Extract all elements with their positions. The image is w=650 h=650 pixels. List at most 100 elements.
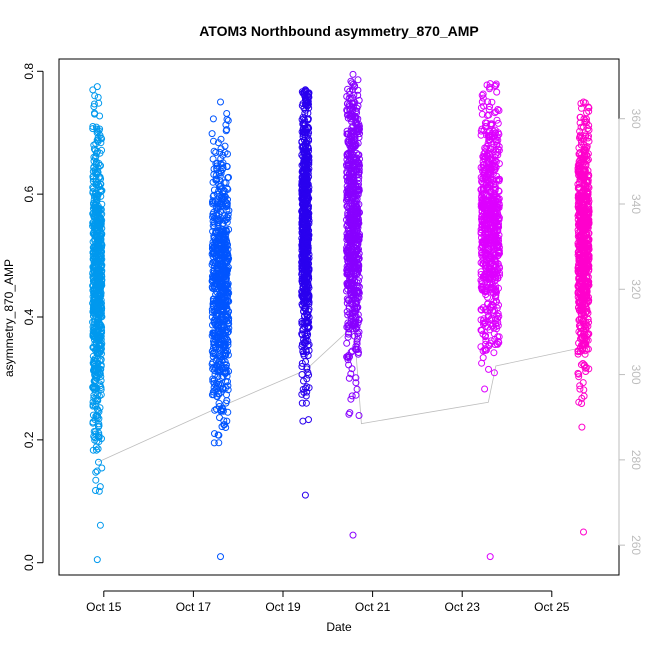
data-point (98, 306, 105, 314)
data-point (492, 276, 500, 284)
data-point (494, 310, 502, 318)
data-point (303, 256, 311, 264)
data-point (494, 119, 502, 127)
data-point (95, 271, 103, 279)
data-point (351, 120, 359, 128)
data-point (97, 248, 105, 256)
plot-frame (58, 58, 620, 576)
data-point (210, 191, 218, 199)
data-point (349, 212, 357, 220)
data-point (478, 359, 486, 367)
data-point (95, 487, 103, 495)
data-point (492, 298, 500, 306)
data-point (217, 380, 225, 388)
data-point (351, 143, 359, 150)
data-point (214, 298, 222, 306)
data-point (92, 468, 100, 476)
data-point (305, 291, 313, 299)
data-point (487, 267, 495, 275)
data-point (93, 308, 101, 316)
data-point (576, 385, 584, 393)
data-point (486, 80, 494, 88)
data-point (96, 521, 104, 529)
data-point (94, 134, 102, 142)
data-point (303, 150, 311, 157)
data-point (98, 200, 106, 208)
data-point (343, 203, 351, 211)
data-point (493, 116, 501, 124)
data-point (350, 204, 358, 212)
data-point (345, 374, 353, 382)
data-point (491, 235, 499, 243)
data-point (346, 353, 353, 361)
data-point (486, 85, 493, 93)
data-point (214, 264, 222, 271)
data-point (301, 209, 309, 217)
data-point (576, 297, 584, 305)
data-point (209, 359, 217, 366)
data-point (343, 162, 351, 170)
data-point (90, 199, 97, 207)
data-point (581, 350, 589, 358)
data-point (491, 109, 499, 117)
data-point (301, 330, 309, 337)
data-point (494, 209, 501, 217)
data-point (301, 278, 309, 286)
data-point (299, 237, 307, 245)
data-point (578, 189, 586, 197)
data-point (217, 169, 225, 177)
y-axis: 0.0 0.2 0.4 0.6 0.8 (22, 63, 44, 571)
data-point (576, 218, 584, 226)
data-point (97, 310, 105, 318)
data-point (355, 126, 363, 133)
data-point (298, 330, 306, 338)
data-point (210, 147, 218, 155)
x-tick-label: Oct 25 (534, 600, 570, 614)
data-point (348, 275, 356, 283)
data-point (223, 417, 231, 425)
data-point (487, 189, 494, 197)
y-tick-label: 0.6 (22, 185, 36, 202)
data-point (581, 174, 588, 182)
data-point (345, 324, 353, 332)
data-point (217, 553, 224, 561)
data-point (304, 337, 312, 345)
data-point (224, 351, 232, 359)
data-point (93, 269, 101, 277)
data-point (300, 179, 308, 187)
data-point (490, 191, 498, 199)
data-point (493, 311, 501, 319)
data-point (210, 439, 218, 447)
data-point (355, 289, 363, 297)
data-point (493, 140, 501, 148)
data-point (495, 214, 503, 222)
data-point (483, 173, 491, 181)
points-layer (89, 70, 593, 564)
secondary-y-tick-label: 300 (629, 365, 643, 385)
data-point (583, 188, 591, 196)
data-point (209, 115, 217, 123)
data-point (343, 339, 351, 347)
data-point (575, 192, 583, 200)
data-point (485, 312, 493, 320)
data-point (220, 187, 227, 195)
data-point (582, 235, 590, 243)
secondary-y-tick-label: 320 (629, 279, 643, 299)
data-point (490, 285, 498, 292)
data-point (93, 556, 101, 564)
data-point (219, 255, 227, 263)
data-point (301, 109, 309, 117)
secondary-line-layer (98, 324, 586, 463)
data-point (493, 172, 501, 180)
data-point (495, 107, 503, 114)
data-point (577, 123, 585, 131)
data-point (478, 197, 486, 205)
data-point (224, 338, 232, 346)
data-point (303, 98, 311, 105)
data-point (223, 115, 231, 123)
data-point (355, 180, 362, 188)
data-point (301, 291, 309, 299)
data-point (481, 236, 489, 244)
data-point (300, 352, 308, 360)
data-point (354, 102, 362, 110)
